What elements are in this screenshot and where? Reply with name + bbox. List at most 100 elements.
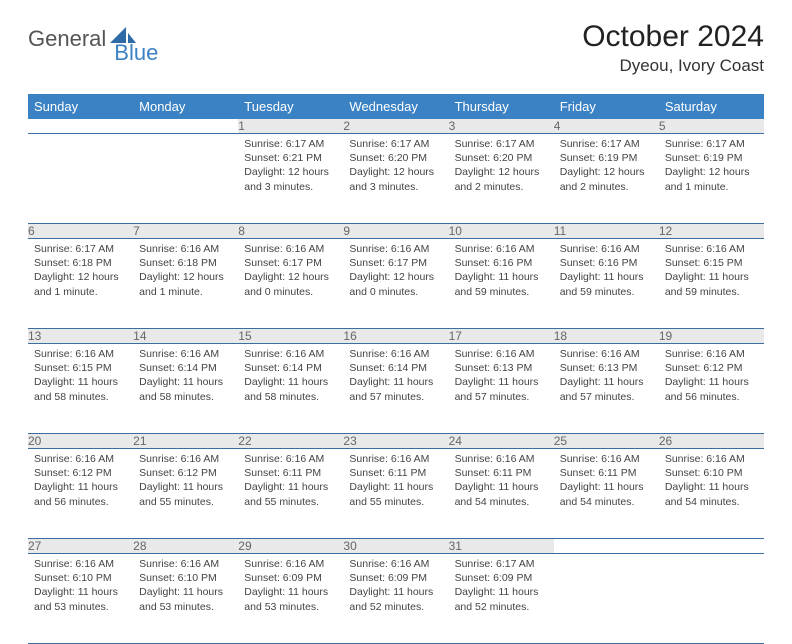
day-number: 27 [28,539,133,554]
day-cell [28,134,133,224]
sunset-text: Sunset: 6:14 PM [349,361,442,375]
sunset-text: Sunset: 6:10 PM [139,571,232,585]
week-daynum-row: 13141516171819 [28,329,764,344]
sunset-text: Sunset: 6:15 PM [34,361,127,375]
calendar-table: Sunday Monday Tuesday Wednesday Thursday… [28,94,764,644]
sunrise-text: Sunrise: 6:16 AM [665,347,758,361]
day-number: 23 [343,434,448,449]
day-number: 14 [133,329,238,344]
sunrise-text: Sunrise: 6:16 AM [139,242,232,256]
logo: General Blue [28,20,182,52]
sunrise-text: Sunrise: 6:17 AM [34,242,127,256]
sunrise-text: Sunrise: 6:16 AM [349,452,442,466]
day-number: 13 [28,329,133,344]
day-number: 24 [449,434,554,449]
week-body-row: Sunrise: 6:17 AMSunset: 6:18 PMDaylight:… [28,239,764,329]
week-body-row: Sunrise: 6:16 AMSunset: 6:12 PMDaylight:… [28,449,764,539]
sunset-text: Sunset: 6:18 PM [34,256,127,270]
sunrise-text: Sunrise: 6:16 AM [139,452,232,466]
month-title: October 2024 [582,20,764,54]
day-cell: Sunrise: 6:16 AMSunset: 6:15 PMDaylight:… [28,344,133,434]
day-number: 10 [449,224,554,239]
sunrise-text: Sunrise: 6:16 AM [560,347,653,361]
daylight-text: Daylight: 11 hours and 55 minutes. [244,480,337,508]
daylight-text: Daylight: 11 hours and 54 minutes. [560,480,653,508]
day-cell: Sunrise: 6:16 AMSunset: 6:09 PMDaylight:… [343,554,448,644]
logo-text-general: General [28,26,106,52]
day-header: Friday [554,94,659,119]
day-cell: Sunrise: 6:17 AMSunset: 6:19 PMDaylight:… [659,134,764,224]
daylight-text: Daylight: 11 hours and 58 minutes. [244,375,337,403]
sunrise-text: Sunrise: 6:16 AM [349,242,442,256]
sunset-text: Sunset: 6:13 PM [455,361,548,375]
daylight-text: Daylight: 12 hours and 1 minute. [665,165,758,193]
daylight-text: Daylight: 11 hours and 58 minutes. [139,375,232,403]
day-number: 5 [659,119,764,134]
week-body-row: Sunrise: 6:16 AMSunset: 6:15 PMDaylight:… [28,344,764,434]
sunset-text: Sunset: 6:15 PM [665,256,758,270]
sunset-text: Sunset: 6:16 PM [560,256,653,270]
daylight-text: Daylight: 11 hours and 56 minutes. [34,480,127,508]
sunset-text: Sunset: 6:20 PM [455,151,548,165]
location: Dyeou, Ivory Coast [582,56,764,76]
daylight-text: Daylight: 11 hours and 57 minutes. [349,375,442,403]
sunrise-text: Sunrise: 6:16 AM [244,347,337,361]
day-cell: Sunrise: 6:16 AMSunset: 6:16 PMDaylight:… [449,239,554,329]
sunset-text: Sunset: 6:18 PM [139,256,232,270]
day-number: 3 [449,119,554,134]
day-number: 16 [343,329,448,344]
sunset-text: Sunset: 6:09 PM [349,571,442,585]
day-cell: Sunrise: 6:16 AMSunset: 6:11 PMDaylight:… [449,449,554,539]
sunrise-text: Sunrise: 6:17 AM [244,137,337,151]
sunset-text: Sunset: 6:16 PM [455,256,548,270]
sunset-text: Sunset: 6:09 PM [455,571,548,585]
day-cell: Sunrise: 6:16 AMSunset: 6:14 PMDaylight:… [343,344,448,434]
day-number: 29 [238,539,343,554]
day-number: 31 [449,539,554,554]
day-cell: Sunrise: 6:17 AMSunset: 6:18 PMDaylight:… [28,239,133,329]
daylight-text: Daylight: 12 hours and 3 minutes. [244,165,337,193]
sunrise-text: Sunrise: 6:16 AM [560,452,653,466]
day-header: Monday [133,94,238,119]
day-number: 15 [238,329,343,344]
day-number [659,539,764,554]
day-number: 18 [554,329,659,344]
day-number: 6 [28,224,133,239]
sunrise-text: Sunrise: 6:16 AM [34,347,127,361]
sunset-text: Sunset: 6:19 PM [560,151,653,165]
day-number: 11 [554,224,659,239]
day-cell [659,554,764,644]
sunset-text: Sunset: 6:20 PM [349,151,442,165]
daylight-text: Daylight: 11 hours and 59 minutes. [560,270,653,298]
daylight-text: Daylight: 11 hours and 52 minutes. [455,585,548,613]
sunrise-text: Sunrise: 6:16 AM [455,452,548,466]
day-cell: Sunrise: 6:17 AMSunset: 6:20 PMDaylight:… [343,134,448,224]
daylight-text: Daylight: 12 hours and 1 minute. [34,270,127,298]
week-daynum-row: 20212223242526 [28,434,764,449]
logo-text-blue: Blue [114,40,158,66]
sunrise-text: Sunrise: 6:16 AM [665,452,758,466]
day-number: 17 [449,329,554,344]
day-number: 7 [133,224,238,239]
daylight-text: Daylight: 11 hours and 59 minutes. [455,270,548,298]
daylight-text: Daylight: 11 hours and 55 minutes. [349,480,442,508]
day-header-row: Sunday Monday Tuesday Wednesday Thursday… [28,94,764,119]
sunset-text: Sunset: 6:17 PM [349,256,442,270]
sunrise-text: Sunrise: 6:17 AM [560,137,653,151]
sunset-text: Sunset: 6:14 PM [244,361,337,375]
daylight-text: Daylight: 11 hours and 55 minutes. [139,480,232,508]
day-number [554,539,659,554]
day-cell: Sunrise: 6:16 AMSunset: 6:11 PMDaylight:… [238,449,343,539]
day-cell: Sunrise: 6:16 AMSunset: 6:11 PMDaylight:… [554,449,659,539]
sunrise-text: Sunrise: 6:16 AM [139,347,232,361]
day-cell: Sunrise: 6:16 AMSunset: 6:13 PMDaylight:… [554,344,659,434]
daylight-text: Daylight: 11 hours and 53 minutes. [34,585,127,613]
daylight-text: Daylight: 12 hours and 2 minutes. [560,165,653,193]
day-number: 8 [238,224,343,239]
week-body-row: Sunrise: 6:17 AMSunset: 6:21 PMDaylight:… [28,134,764,224]
day-cell [133,134,238,224]
header: General Blue October 2024 Dyeou, Ivory C… [28,20,764,76]
daylight-text: Daylight: 11 hours and 58 minutes. [34,375,127,403]
day-cell: Sunrise: 6:17 AMSunset: 6:19 PMDaylight:… [554,134,659,224]
day-number: 22 [238,434,343,449]
